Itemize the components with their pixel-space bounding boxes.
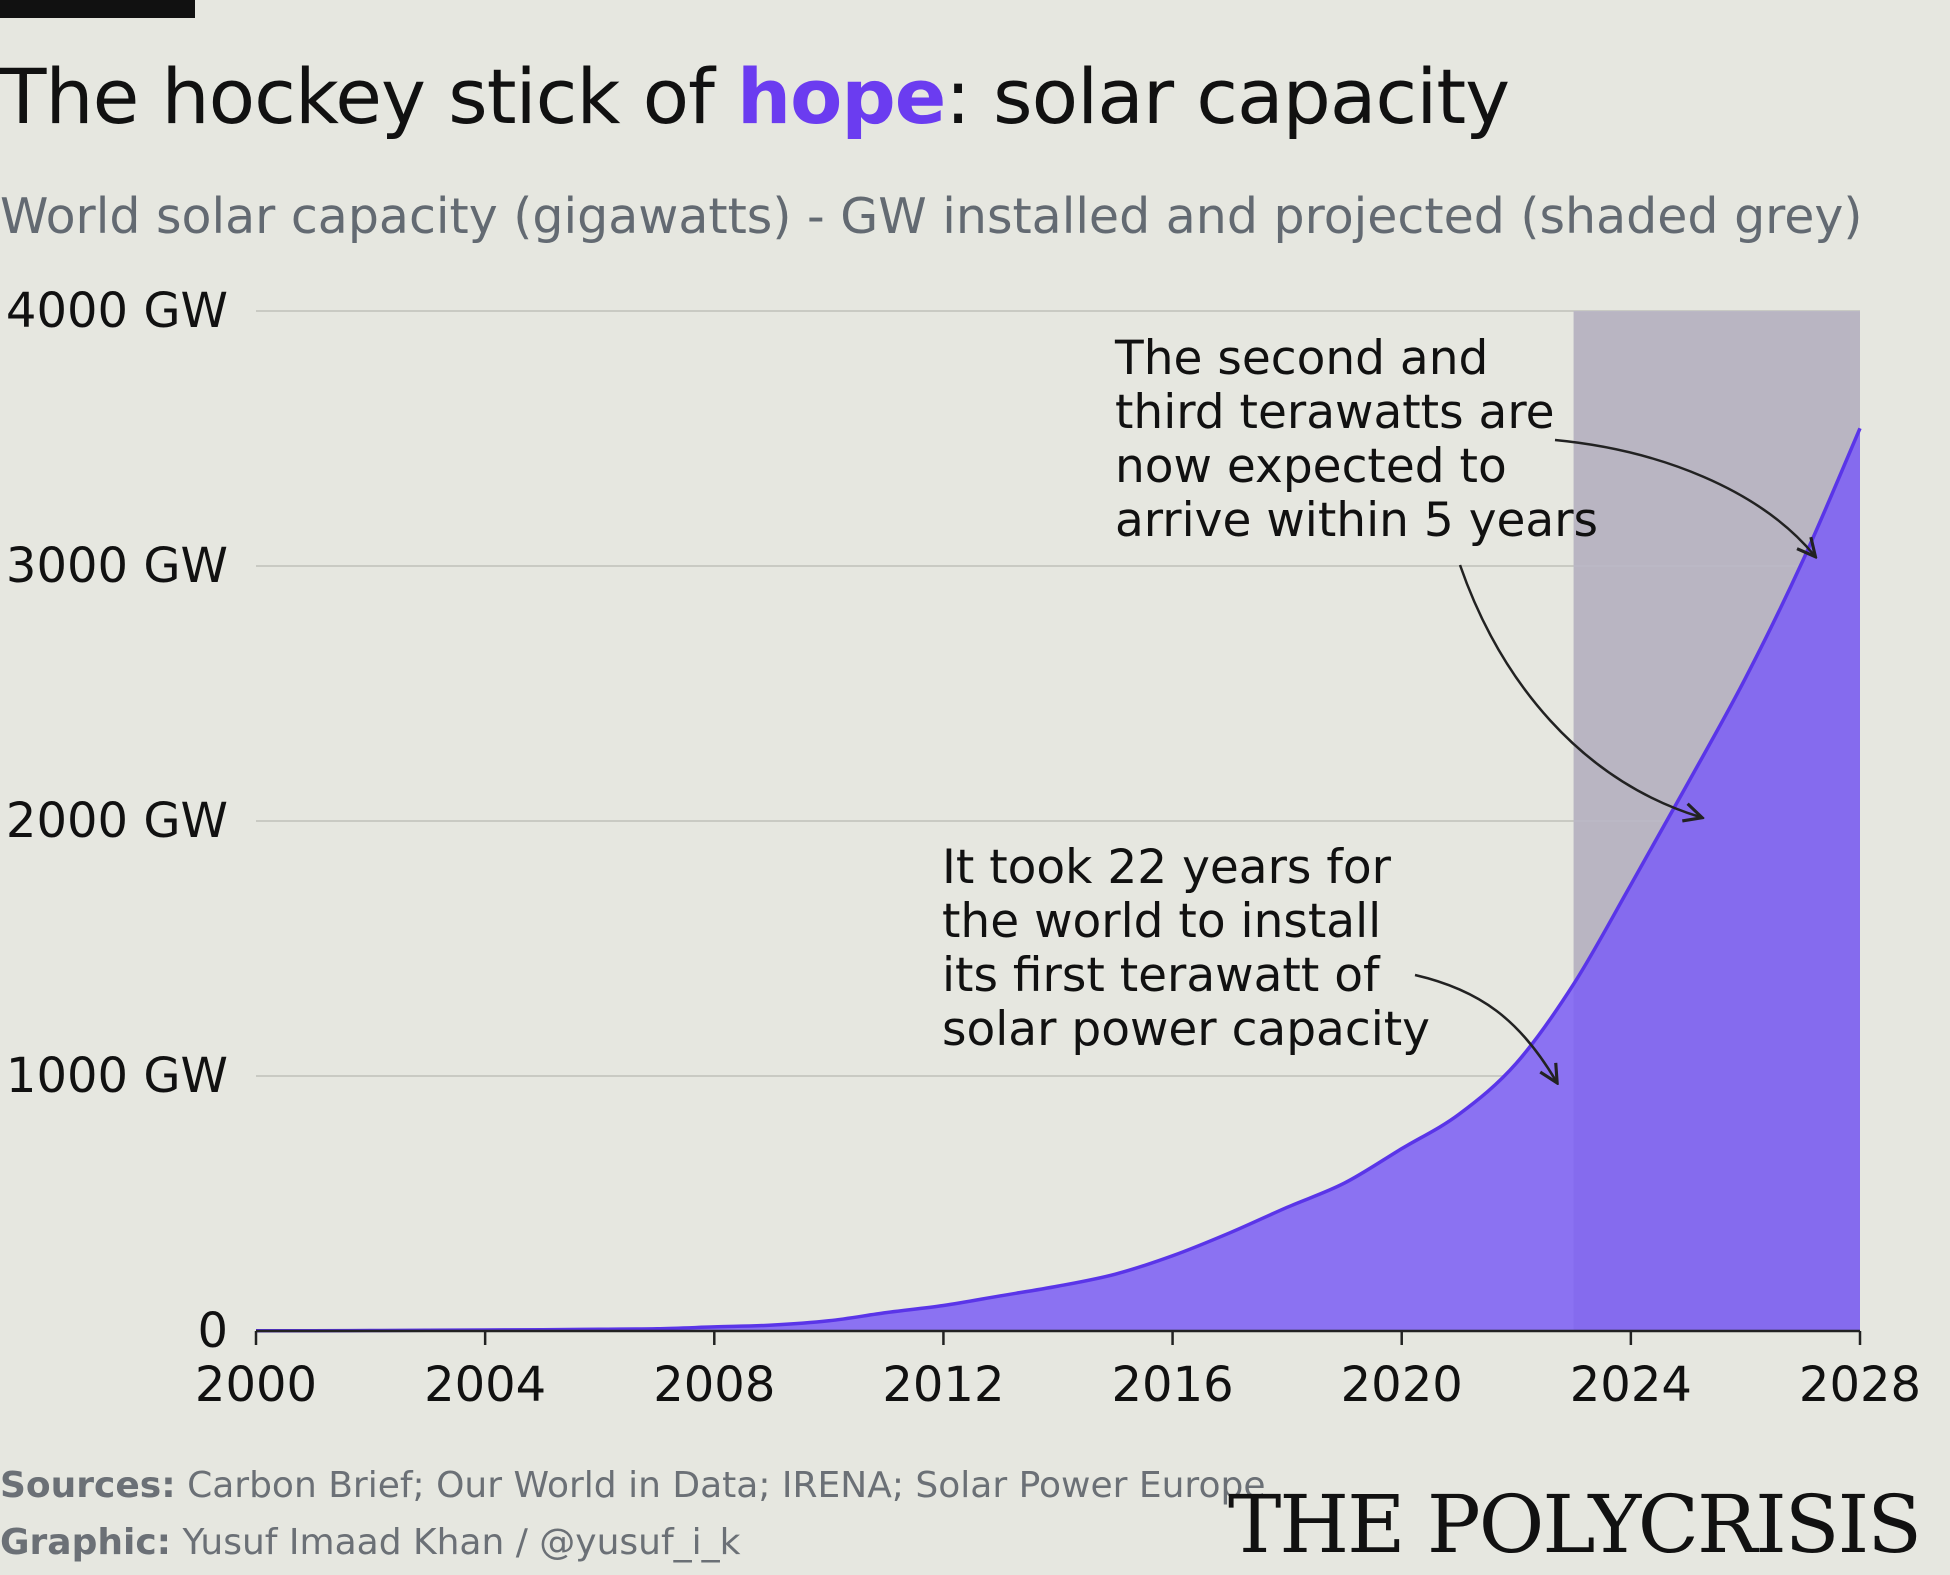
chart-title: The hockey stick of hope: solar capacity	[0, 52, 1510, 141]
annotation-terawatts-line: now expected to	[1115, 439, 1507, 494]
x-tick-label: 2004	[424, 1357, 546, 1413]
x-tick-label: 2012	[882, 1357, 1004, 1413]
y-tick-label: 4000 GW	[6, 283, 228, 339]
x-tick-label: 2024	[1570, 1357, 1692, 1413]
title-text: The hockey stick of	[0, 52, 738, 141]
annotation-terawatts-line: arrive within 5 years	[1115, 493, 1598, 548]
title-highlight: hope	[737, 52, 946, 141]
x-tick-label: 2000	[195, 1357, 317, 1413]
y-tick-label: 2000 GW	[6, 793, 228, 849]
annotation-first-terawatt-line: solar power capacity	[942, 1002, 1430, 1057]
sources-label: Sources:	[0, 1465, 176, 1506]
annotation-arrow-second-terawatt	[1458, 564, 1700, 817]
top-accent-bar	[0, 0, 195, 18]
brand-logo: THE POLYCRISIS	[1227, 1478, 1922, 1571]
capacity-area	[256, 428, 1860, 1331]
x-tick-label: 2008	[653, 1357, 775, 1413]
y-tick-label: 1000 GW	[6, 1048, 228, 1104]
solar-capacity-chart: 2000 2004 2008 2012 2016 2020 2024 2028 0 1000 GW…	[6, 283, 1921, 1413]
x-tick-label: 2020	[1341, 1357, 1463, 1413]
annotation-first-terawatt-line: its first terawatt of	[942, 948, 1381, 1003]
capacity-line	[255, 427, 1862, 1333]
graphic-credit-line: Graphic: Yusuf Imaad Khan / @yusuf_i_k	[0, 1522, 741, 1563]
annotation-arrow-third-terawatt	[1554, 438, 1814, 555]
chart-subtitle: World solar capacity (gigawatts) - GW in…	[0, 188, 1863, 245]
y-tick-label: 3000 GW	[6, 538, 228, 594]
annotation-arrow-first-terawatt	[1414, 973, 1556, 1081]
x-tick-label: 2028	[1799, 1357, 1921, 1413]
projection-overlay	[1573, 311, 1860, 1331]
graphic-credit-text: Yusuf Imaad Khan / @yusuf_i_k	[171, 1522, 741, 1563]
annotation-first-terawatt-line: It took 22 years for	[942, 840, 1392, 895]
annotation-terawatts-line: The second and	[1114, 331, 1488, 386]
title-text-end: : solar capacity	[945, 52, 1510, 141]
sources-text: Carbon Brief; Our World in Data; IRENA; …	[175, 1465, 1266, 1506]
y-tick-label: 0	[197, 1303, 228, 1359]
graphic-label: Graphic:	[0, 1522, 172, 1563]
x-tick-label: 2016	[1111, 1357, 1233, 1413]
annotation-first-terawatt-line: the world to install	[942, 894, 1381, 949]
annotation-terawatts-line: third terawatts are	[1115, 385, 1555, 440]
sources-line: Sources: Carbon Brief; Our World in Data…	[0, 1465, 1265, 1506]
